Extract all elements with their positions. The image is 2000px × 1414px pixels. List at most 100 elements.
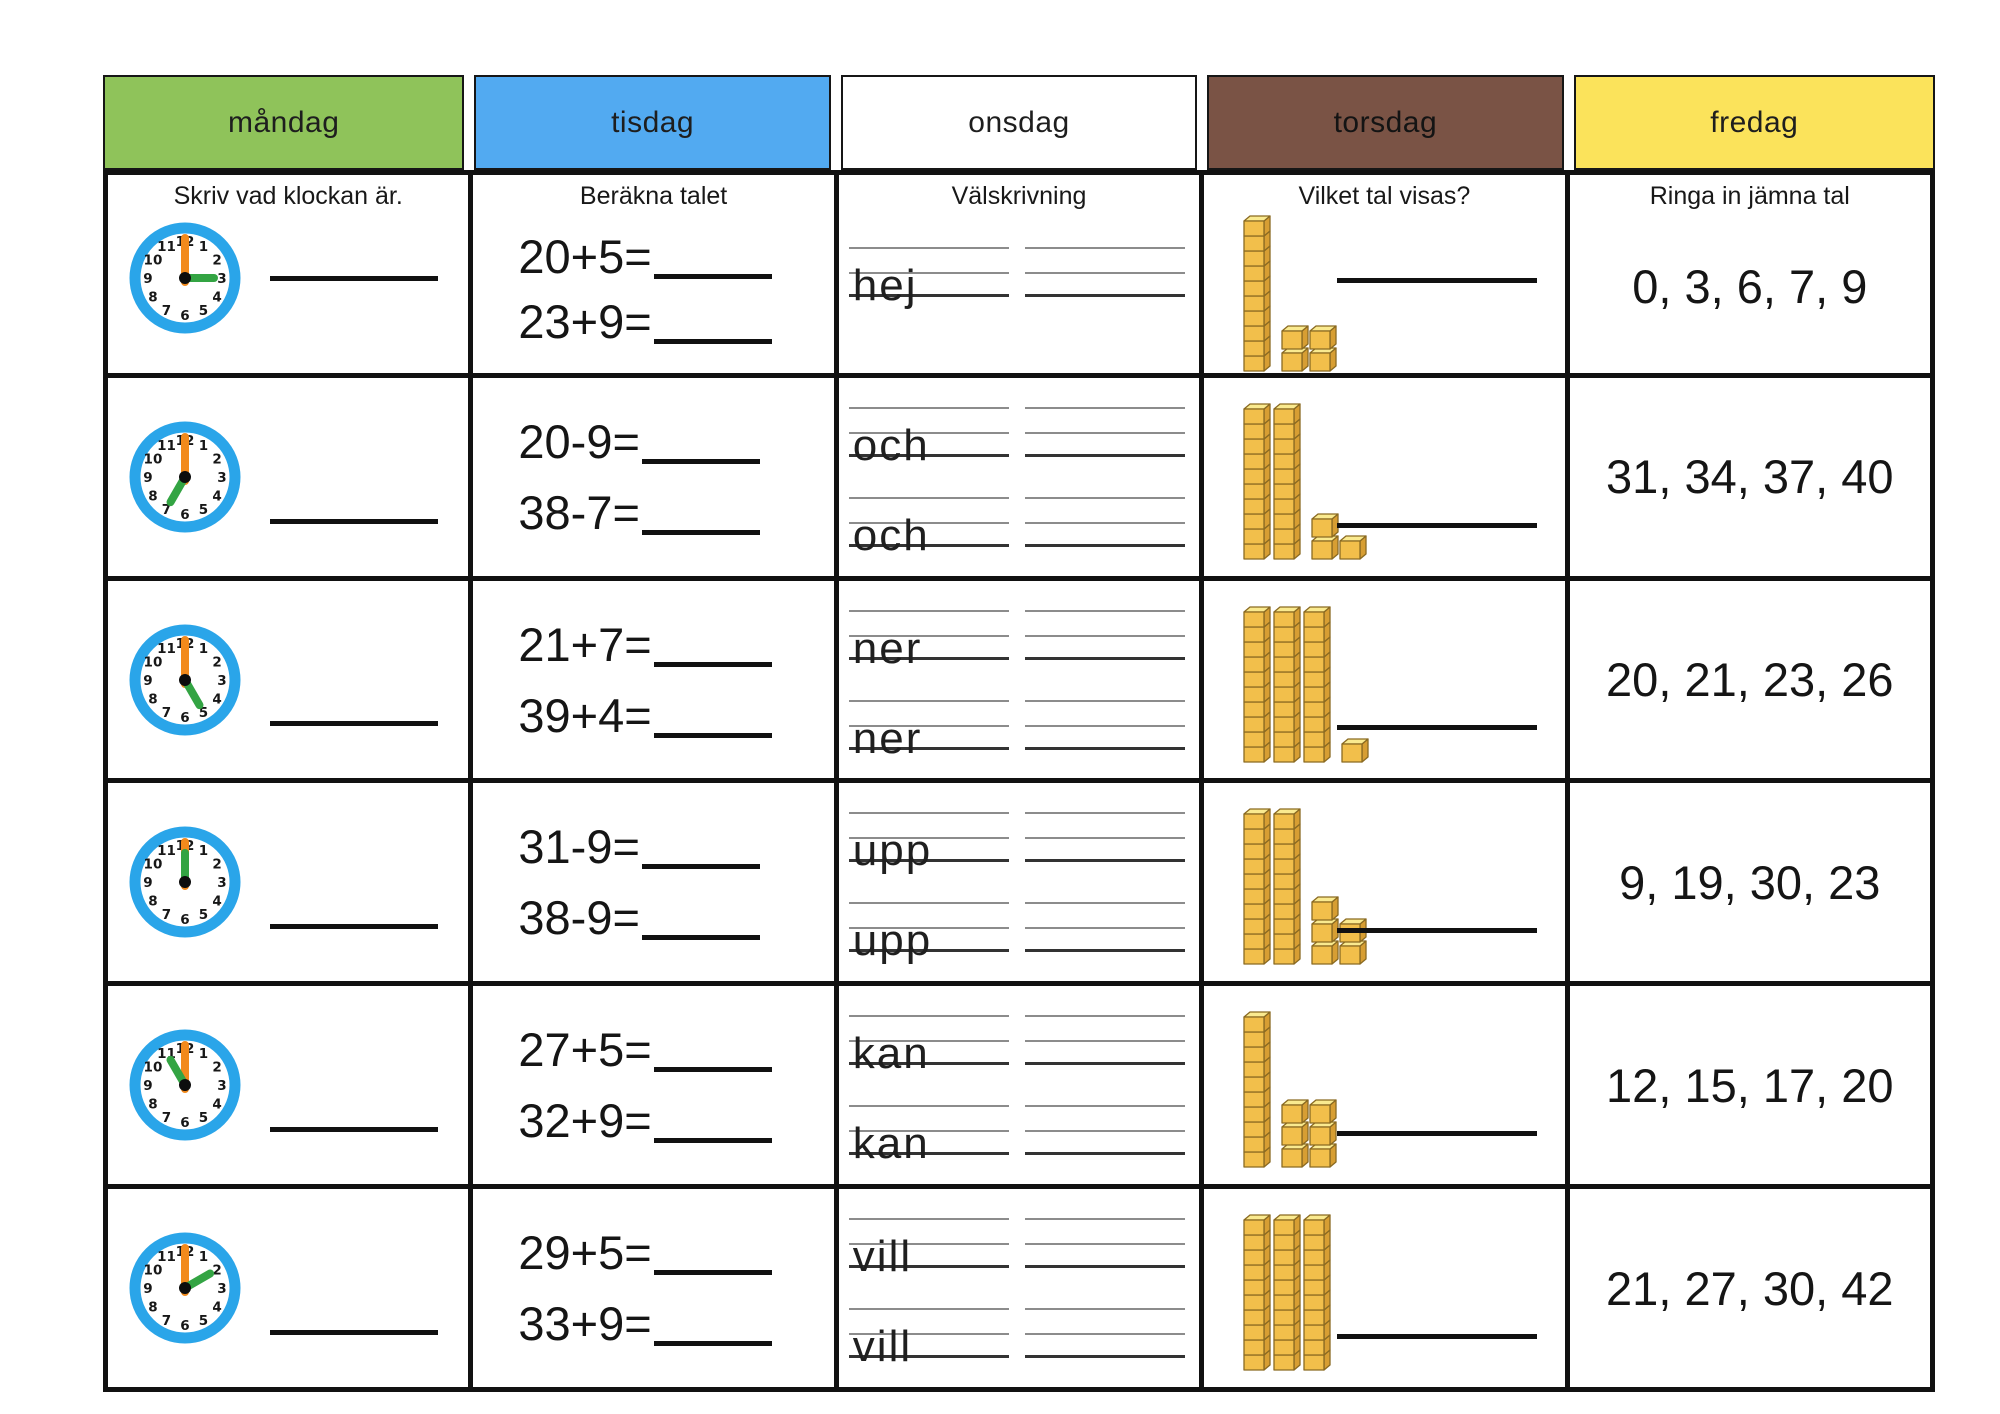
cell-friday-row-2: 31, 34, 37, 40 — [1569, 377, 1930, 576]
number-list: 12, 15, 17, 20 — [1606, 1058, 1894, 1112]
cell-tuesday-row-3: 21+7= 39+4= — [473, 580, 834, 779]
math-problem: 20+5= — [518, 233, 772, 280]
writing-guide-line — [1024, 431, 1186, 434]
svg-text:9: 9 — [143, 1078, 152, 1094]
svg-text:9: 9 — [143, 875, 152, 891]
trace-word: vill — [852, 1322, 913, 1372]
cell-monday-row-6: 123456789101112 — [108, 1189, 469, 1387]
svg-text:7: 7 — [162, 1313, 171, 1329]
math-problems: 27+5= 32+9= — [518, 986, 772, 1184]
svg-text:11: 11 — [157, 1249, 176, 1265]
blocks-answer-blank — [1336, 725, 1537, 731]
writing-guide-line — [1024, 902, 1186, 905]
svg-text:1: 1 — [199, 1046, 208, 1062]
base-ten-blocks — [1243, 808, 1367, 966]
clock-answer-blank — [270, 924, 439, 930]
svg-text:5: 5 — [199, 502, 208, 518]
svg-text:2: 2 — [212, 451, 221, 467]
handwriting-practice-stack: upp upp — [839, 783, 1199, 981]
trace-word-guide: kan — [848, 1105, 1009, 1166]
svg-text:7: 7 — [162, 303, 171, 319]
writing-guide-line — [1024, 1333, 1186, 1336]
number-list: 20, 21, 23, 26 — [1606, 653, 1894, 707]
svg-text:6: 6 — [180, 1318, 189, 1334]
trace-word: vill — [852, 1232, 913, 1282]
cell-wednesday-row-5: kan kan — [838, 986, 1200, 1185]
cell-thursday-row-4 — [1204, 783, 1565, 982]
writing-guide-line — [848, 1308, 1009, 1311]
writing-guide-line — [848, 859, 1009, 863]
header-thursday-label: torsdag — [1207, 75, 1564, 170]
trace-word: ner — [852, 713, 923, 763]
svg-text:4: 4 — [212, 691, 221, 707]
svg-text:5: 5 — [199, 908, 208, 924]
trace-word: ner — [852, 623, 923, 673]
number-list: 9, 19, 30, 23 — [1619, 855, 1881, 909]
svg-text:10: 10 — [144, 253, 163, 269]
clock-icon: 123456789101112 — [129, 826, 241, 938]
cell-friday-row-1: Ringa in jämna tal 0, 3, 6, 7, 9 — [1569, 175, 1930, 373]
writing-guide-line — [848, 634, 1009, 637]
svg-text:3: 3 — [217, 1281, 226, 1297]
trace-word: kan — [852, 1029, 930, 1079]
number-list: 21, 27, 30, 42 — [1606, 1261, 1894, 1315]
svg-text:3: 3 — [217, 673, 226, 689]
writing-guide-line — [848, 699, 1009, 702]
handwriting-practice-row: och — [839, 496, 1199, 557]
writing-guide-line — [848, 1130, 1009, 1133]
header-tuesday-label: tisdag — [474, 75, 831, 170]
trace-word: hej — [852, 261, 918, 310]
svg-text:9: 9 — [143, 1281, 152, 1297]
svg-text:3: 3 — [217, 470, 226, 486]
blocks-answer-blank — [1336, 277, 1537, 283]
math-problem-text: 33+9= — [518, 1297, 652, 1351]
weekday-header-row: måndag tisdag onsdag torsdag fredag — [103, 75, 1935, 170]
writing-guide-line — [1024, 746, 1186, 750]
math-problem: 33+9= — [518, 1297, 772, 1351]
cell-wednesday-row-4: upp upp — [838, 783, 1200, 982]
handwriting-practice-row: vill — [839, 1218, 1199, 1279]
math-answer-blank — [653, 273, 772, 279]
writing-guide-line — [848, 1355, 1009, 1359]
writing-guide-line — [1024, 656, 1186, 660]
handwriting-practice-row: kan — [839, 1105, 1199, 1166]
svg-text:2: 2 — [212, 654, 221, 670]
header-monday: måndag — [103, 75, 469, 170]
writing-guide-line — [1024, 1218, 1186, 1221]
writing-guide-line — [848, 609, 1009, 612]
math-problem-text: 32+9= — [518, 1094, 652, 1148]
svg-text:5: 5 — [199, 1313, 208, 1329]
header-thursday: torsdag — [1202, 75, 1568, 170]
header-wednesday-label: onsdag — [840, 75, 1198, 170]
writing-guide-line — [1024, 1308, 1186, 1311]
trace-word-guide: ner — [848, 699, 1009, 760]
svg-text:11: 11 — [157, 641, 176, 657]
svg-text:8: 8 — [148, 691, 157, 707]
svg-text:9: 9 — [143, 271, 152, 287]
svg-text:4: 4 — [212, 290, 221, 306]
clock-icon: 123456789101112 — [129, 1232, 241, 1344]
svg-text:4: 4 — [212, 488, 221, 504]
svg-text:6: 6 — [180, 308, 189, 324]
svg-text:10: 10 — [144, 1263, 163, 1279]
svg-text:10: 10 — [144, 1060, 163, 1076]
cell-thursday-row-3 — [1204, 580, 1565, 779]
svg-text:3: 3 — [217, 1078, 226, 1094]
math-problem-text: 38-7= — [518, 485, 640, 539]
header-friday-label: fredag — [1573, 75, 1935, 170]
writing-guide-line — [1024, 1243, 1186, 1246]
writing-guide-line — [1024, 1355, 1186, 1359]
writing-guide-line — [848, 1218, 1009, 1221]
math-answer-blank — [653, 1137, 772, 1144]
writing-guide-line — [848, 1152, 1009, 1156]
svg-text:10: 10 — [144, 451, 163, 467]
trace-word: upp — [852, 916, 933, 966]
number-list: 0, 3, 6, 7, 9 — [1632, 260, 1868, 314]
base-ten-blocks — [1243, 1214, 1331, 1371]
svg-text:7: 7 — [162, 1110, 171, 1126]
svg-text:2: 2 — [212, 857, 221, 873]
writing-guide-line — [1024, 1105, 1186, 1108]
math-problem: 38-9= — [518, 894, 760, 941]
cell-tuesday-row-6: 29+5= 33+9= — [473, 1189, 834, 1387]
clock-icon: 123456789101112 — [129, 1029, 241, 1141]
